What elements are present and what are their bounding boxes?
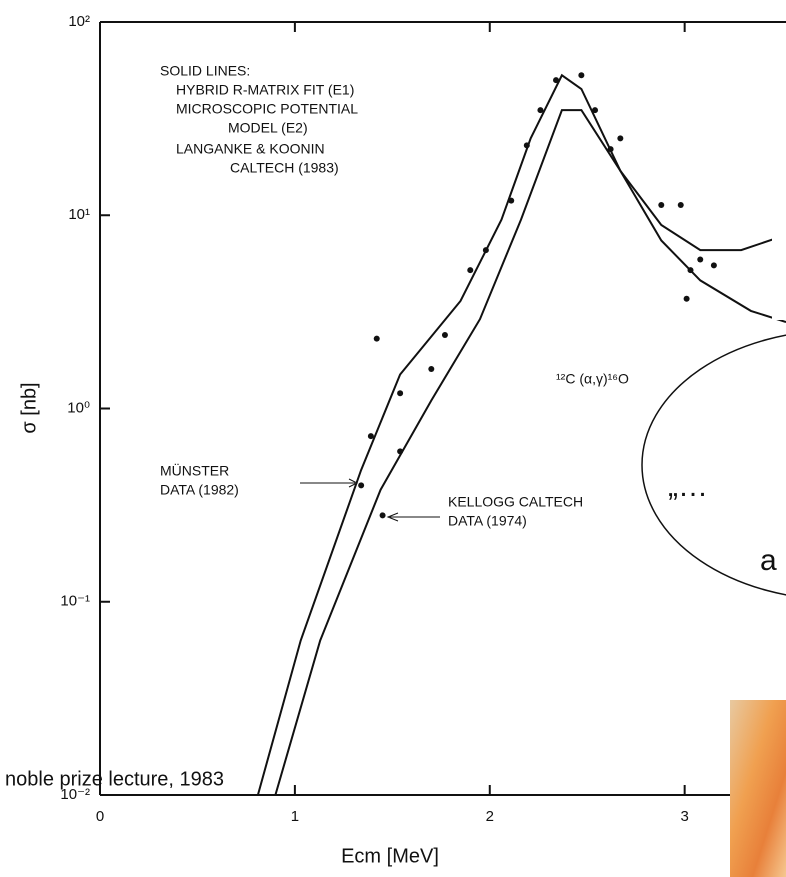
data-point xyxy=(428,366,435,373)
x-tick-label: 0 xyxy=(96,808,104,825)
data-point xyxy=(697,256,704,263)
y-axis-label: σ [nb] xyxy=(18,382,40,433)
fit-line xyxy=(274,109,786,796)
y-tick-label: 10⁻² xyxy=(60,786,90,803)
annotation: MODEL (E2) xyxy=(228,120,308,136)
photo xyxy=(730,700,786,877)
speech-bubble xyxy=(641,334,786,596)
data-point xyxy=(373,335,380,342)
data-point xyxy=(607,146,614,153)
annotation: HYBRID R-MATRIX FIT (E1) xyxy=(176,82,354,98)
fit-line xyxy=(256,73,786,796)
data-point xyxy=(658,201,665,208)
data-point xyxy=(358,482,365,489)
cover xyxy=(772,120,786,320)
annotation: SOLID LINES: xyxy=(160,63,250,79)
data-point xyxy=(397,390,404,397)
y-tick-label: 10⁻¹ xyxy=(60,593,90,610)
data-point xyxy=(677,201,684,208)
data-point xyxy=(482,247,489,254)
data-point xyxy=(617,135,624,142)
data-point xyxy=(379,512,386,519)
x-tick-label: 3 xyxy=(680,808,688,825)
arrow xyxy=(300,478,359,488)
data-point xyxy=(508,197,515,204)
plot-area: 10² 10¹ 10⁰ 10⁻¹ 10⁻² 0 1 2 3 xyxy=(60,13,786,825)
caption: noble prize lecture, 1983 xyxy=(5,768,224,790)
x-tick-label: 1 xyxy=(291,808,299,825)
annotation: CALTECH (1983) xyxy=(230,160,339,176)
annotation: DATA (1974) xyxy=(448,513,527,529)
data-point xyxy=(397,448,404,455)
data-point xyxy=(367,433,374,440)
data-point xyxy=(710,262,717,269)
bubble-text: „… xyxy=(668,470,708,503)
arrow xyxy=(386,512,440,522)
data-point xyxy=(441,332,448,339)
data-point xyxy=(683,295,690,302)
annotation: DATA (1982) xyxy=(160,482,239,498)
data-point xyxy=(687,267,694,274)
data-point xyxy=(537,107,544,114)
data-point xyxy=(592,107,599,114)
y-tick-label: 10² xyxy=(68,13,90,30)
annotation: KELLOGG CALTECH xyxy=(448,494,583,510)
annotation: ¹²C (α,γ)¹⁶O xyxy=(556,371,629,387)
annotation: MÜNSTER xyxy=(160,462,229,479)
x-axis-label: Ecm [MeV] xyxy=(341,845,439,867)
data-point xyxy=(467,267,474,274)
y-tick-label: 10⁰ xyxy=(67,399,90,416)
data-point xyxy=(553,77,560,84)
annotation: LANGANKE & KOONIN xyxy=(176,141,325,157)
bubble-text: a xyxy=(760,544,777,577)
data-point xyxy=(578,72,585,79)
y-tick-label: 10¹ xyxy=(68,206,90,223)
annotation: MICROSCOPIC POTENTIAL xyxy=(176,101,358,117)
x-tick-label: 2 xyxy=(486,808,494,825)
data-point xyxy=(523,142,530,149)
